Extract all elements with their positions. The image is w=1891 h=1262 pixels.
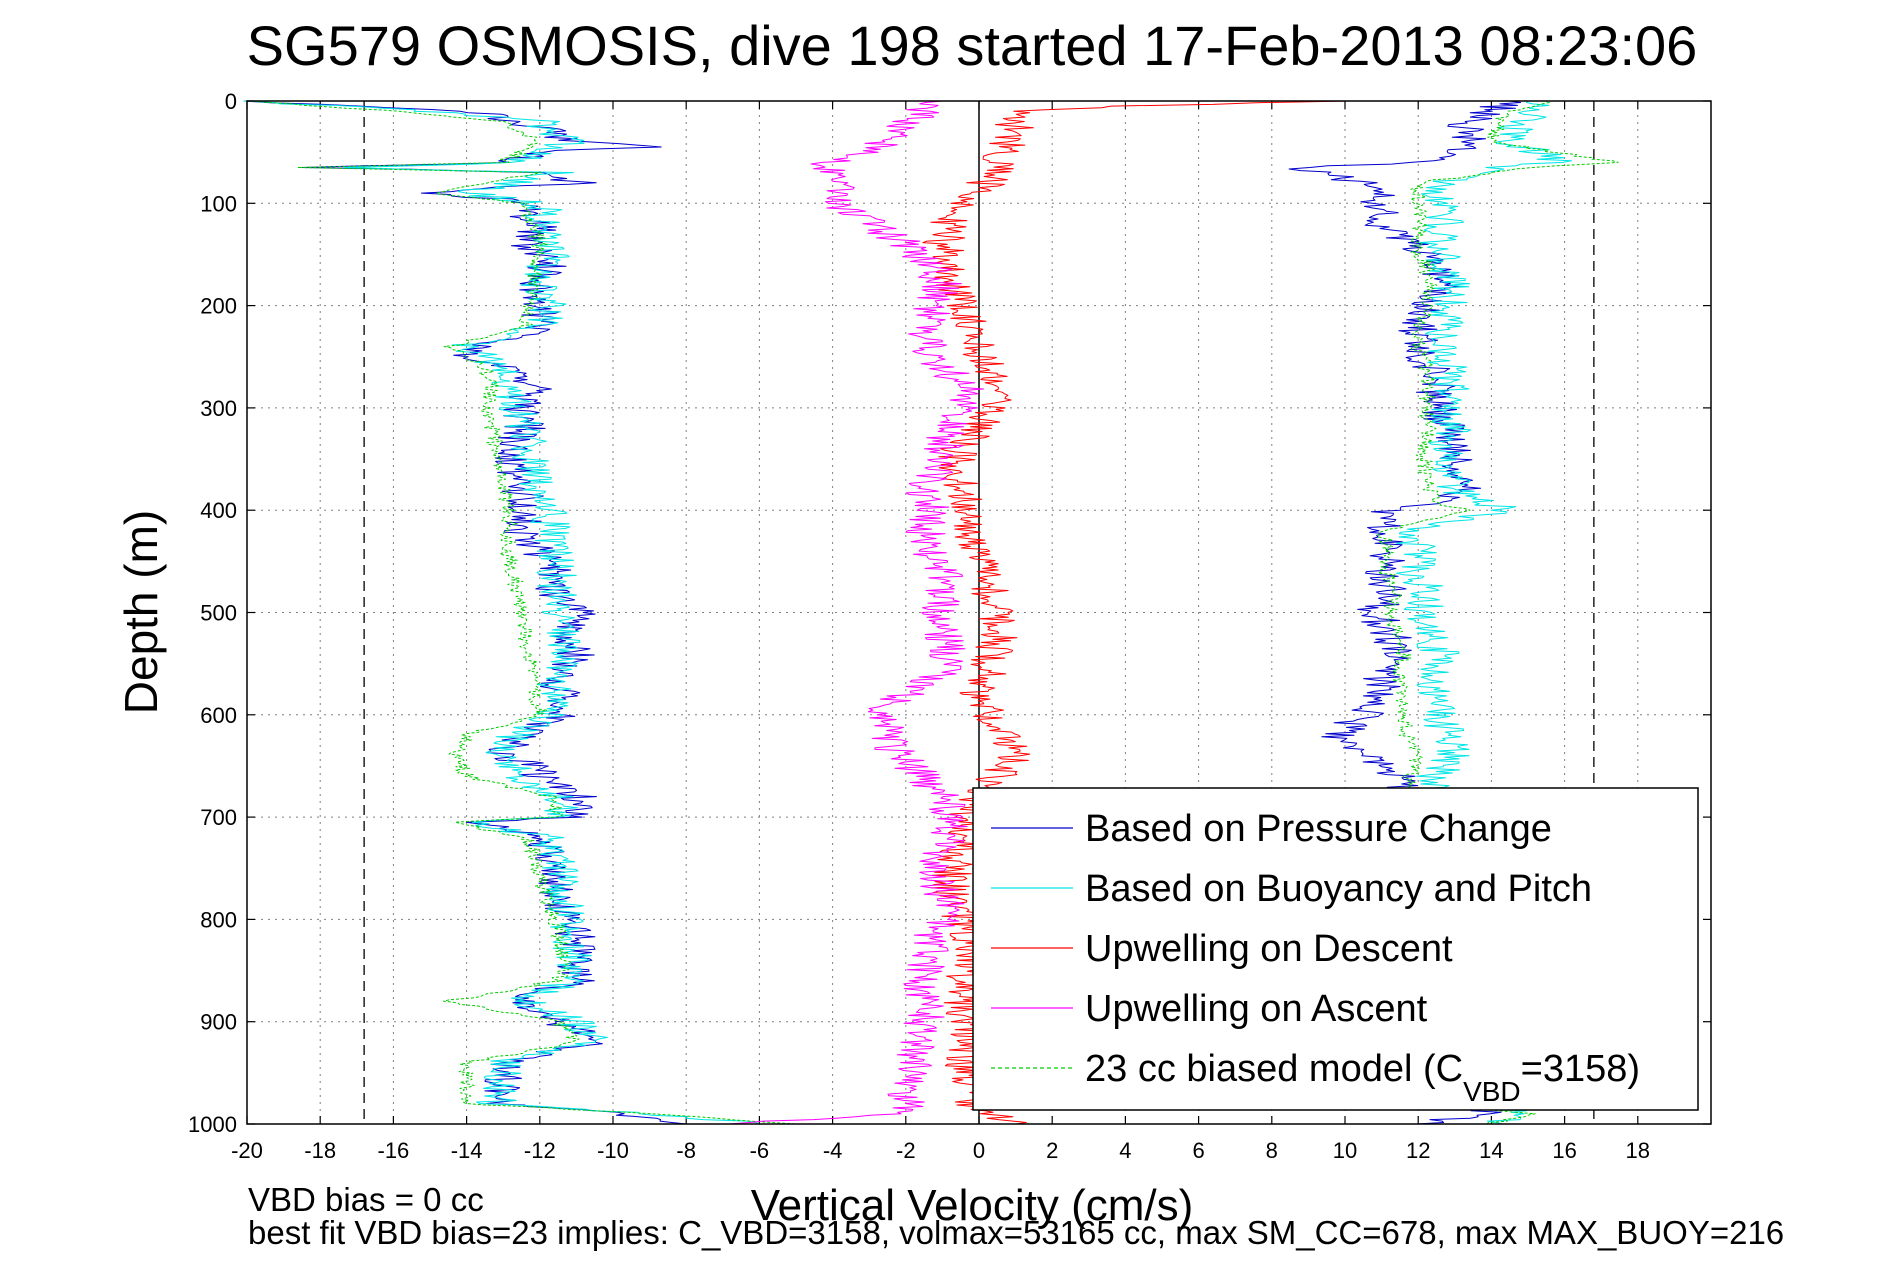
y-tick-label: 300 xyxy=(200,396,237,421)
x-tick-label: -10 xyxy=(597,1138,629,1163)
legend-label-suffix: =3158) xyxy=(1521,1048,1640,1090)
x-tick-label: 12 xyxy=(1406,1138,1430,1163)
plot-frame xyxy=(246,100,1712,1125)
y-tick-label: 100 xyxy=(200,191,237,216)
x-tick-labels: -20 -18 -16 -14 -12 -10 -8 -6 -4 -2 0 2 4 6 8 10 12 14 16 1… xyxy=(231,1138,1650,1163)
x-tick-label: -4 xyxy=(823,1138,843,1163)
legend-box xyxy=(972,787,1699,1111)
x-tick-label: 16 xyxy=(1552,1138,1576,1163)
x-tick-label: -8 xyxy=(676,1138,696,1163)
x-tick-label: 10 xyxy=(1333,1138,1357,1163)
x-tick-label: 4 xyxy=(1119,1138,1131,1163)
x-tick-label: 6 xyxy=(1192,1138,1204,1163)
x-tick-label: 2 xyxy=(1046,1138,1058,1163)
legend-label: 23 cc biased model (CVBD=3158) xyxy=(1085,1048,1640,1107)
x-tick-label: -20 xyxy=(231,1138,263,1163)
x-tick-label: 0 xyxy=(973,1138,985,1163)
series-line-upwelling-ascent xyxy=(728,100,985,1125)
vbd-bias-note: VBD bias = 0 cc xyxy=(248,1181,484,1218)
series-line-pressure-descent xyxy=(243,100,687,1125)
legend-label-prefix: 23 cc biased model (C xyxy=(1085,1048,1463,1090)
x-tick-label: 8 xyxy=(1266,1138,1278,1163)
y-tick-label: 400 xyxy=(200,498,237,523)
x-tick-label: -2 xyxy=(896,1138,916,1163)
legend-label: Based on Pressure Change xyxy=(1085,808,1552,850)
x-tick-label: -12 xyxy=(524,1138,556,1163)
series-line-buoy-descent xyxy=(243,100,760,1125)
x-tick-label: 18 xyxy=(1626,1138,1650,1163)
series-line-model-descent xyxy=(249,100,797,1125)
y-axis-label: Depth (m) xyxy=(115,510,167,714)
legend: Based on Pressure Change Based on Buoyanc… xyxy=(972,787,1699,1111)
legend-label-sub: VBD xyxy=(1463,1076,1521,1107)
y-tick-label: 1000 xyxy=(188,1112,237,1137)
x-tick-label: 14 xyxy=(1479,1138,1503,1163)
y-tick-label: 500 xyxy=(200,601,237,626)
x-tick-label: -18 xyxy=(304,1138,336,1163)
y-tick-label: 0 xyxy=(225,89,237,114)
y-tick-labels: 0 100 200 300 400 500 600 700 800 900 1000 xyxy=(188,89,237,1137)
x-tick-label: -14 xyxy=(451,1138,483,1163)
y-tick-label: 700 xyxy=(200,805,237,830)
y-tick-label: 800 xyxy=(200,907,237,932)
legend-label: Upwelling on Descent xyxy=(1085,928,1453,970)
legend-label: Upwelling on Ascent xyxy=(1085,988,1428,1030)
x-tick-label: -6 xyxy=(750,1138,770,1163)
y-tick-label: 600 xyxy=(200,703,237,728)
x-axis-label: Vertical Velocity (cm/s) xyxy=(751,1181,1194,1230)
chart-title: SG579 OSMOSIS, dive 198 started 17-Feb-2… xyxy=(247,14,1698,77)
x-tick-label: -16 xyxy=(378,1138,410,1163)
y-tick-label: 200 xyxy=(200,294,237,319)
best-fit-note: best fit VBD bias=23 implies: C_VBD=3158… xyxy=(248,1214,1785,1251)
y-tick-label: 900 xyxy=(200,1010,237,1035)
legend-label: Based on Buoyancy and Pitch xyxy=(1085,868,1592,910)
